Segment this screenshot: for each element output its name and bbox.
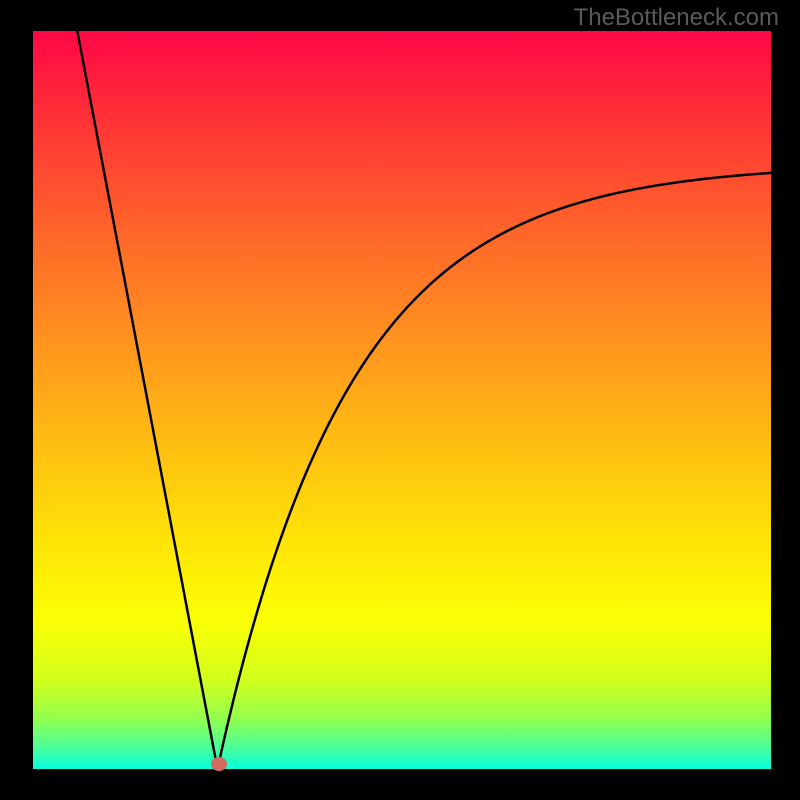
min-marker-dot [211, 757, 227, 771]
bottleneck-curve [33, 31, 771, 769]
plot-area [32, 30, 772, 770]
chart-container: TheBottleneck.com [0, 0, 800, 800]
watermark-text: TheBottleneck.com [574, 4, 779, 32]
